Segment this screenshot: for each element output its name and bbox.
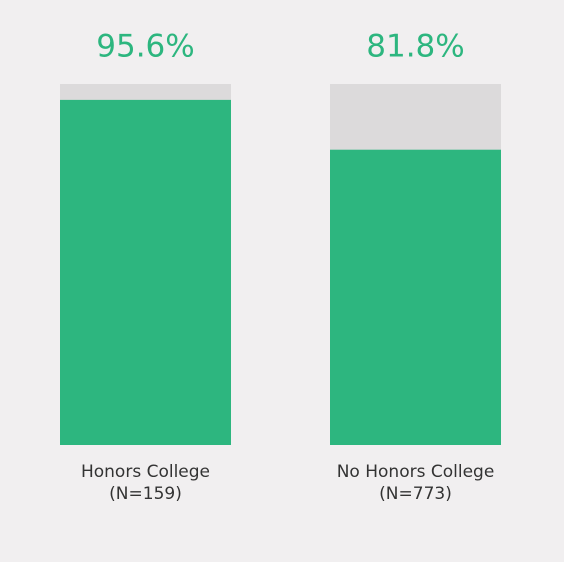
bar xyxy=(60,99,231,445)
bar xyxy=(330,149,501,445)
n-label: (N=159) xyxy=(109,484,182,504)
value-label: 81.8% xyxy=(366,29,464,65)
value-label: 95.6% xyxy=(96,29,194,65)
n-label: (N=773) xyxy=(379,484,452,504)
category-label: Honors College xyxy=(81,462,210,482)
category-label: No Honors College xyxy=(337,462,495,482)
